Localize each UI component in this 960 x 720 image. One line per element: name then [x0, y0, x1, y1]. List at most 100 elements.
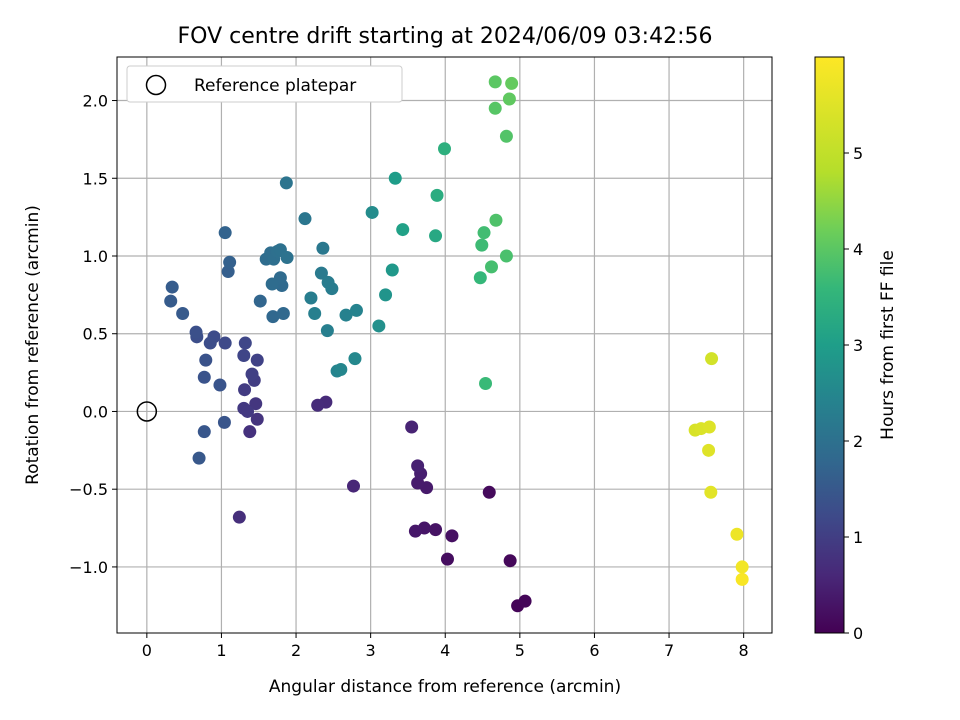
- y-axis-label: Rotation from reference (arcmin): [23, 205, 43, 485]
- data-point: [316, 241, 330, 255]
- plot-area-frame: [116, 56, 773, 634]
- data-point: [197, 425, 211, 439]
- data-point: [479, 376, 493, 390]
- data-point: [372, 319, 386, 333]
- data-point: [203, 336, 217, 350]
- data-point: [379, 288, 393, 302]
- data-point: [339, 308, 353, 322]
- data-point: [266, 310, 280, 324]
- data-point: [280, 251, 294, 265]
- data-point: [199, 353, 213, 367]
- data-point: [192, 451, 206, 465]
- colorbar-tick-label: 2: [853, 432, 863, 451]
- data-point: [518, 594, 532, 608]
- data-point: [238, 336, 252, 350]
- data-point: [505, 76, 519, 90]
- y-tick-label: 1.0: [83, 247, 108, 266]
- legend-reference-marker: [145, 74, 167, 96]
- data-point: [218, 226, 232, 240]
- colorbar: 0 1 2 3 4 5 Hours from first FF file: [814, 56, 898, 643]
- data-point: [503, 554, 517, 568]
- colorbar-tick-label: 1: [853, 528, 863, 547]
- data-point: [705, 352, 719, 366]
- chart-title: FOV centre drift starting at 2024/06/09 …: [178, 24, 713, 49]
- data-point: [735, 572, 749, 586]
- data-point: [484, 260, 498, 274]
- legend-box: [126, 65, 403, 103]
- data-point: [445, 529, 459, 543]
- data-point: [308, 307, 322, 321]
- y-tick-label: 0.0: [83, 402, 108, 421]
- data-point: [298, 212, 312, 226]
- data-points: [164, 75, 749, 613]
- data-point: [348, 352, 362, 366]
- data-point: [429, 523, 443, 537]
- data-point: [311, 398, 325, 412]
- data-point: [265, 277, 279, 291]
- y-tick-label: −0.5: [69, 480, 108, 499]
- data-point: [385, 263, 399, 277]
- data-point: [405, 420, 419, 434]
- data-point: [499, 129, 513, 143]
- data-point: [502, 92, 516, 106]
- data-point: [241, 404, 255, 418]
- data-point: [250, 412, 264, 426]
- data-point: [314, 266, 328, 280]
- data-point: [396, 223, 410, 237]
- legend: Reference platepar: [126, 65, 403, 103]
- x-tick-label: 3: [366, 641, 376, 660]
- data-point: [430, 188, 444, 202]
- colorbar-gradient: [814, 56, 845, 634]
- x-axis-ticks: 0 1 2 3 4 5 6 7 8: [142, 633, 749, 660]
- data-point: [702, 420, 716, 434]
- reference-platepar-marker: [136, 401, 158, 422]
- data-point: [238, 383, 252, 397]
- data-point: [429, 229, 443, 243]
- data-point: [440, 552, 454, 566]
- data-point: [189, 325, 203, 339]
- data-point: [243, 425, 257, 439]
- data-point: [325, 282, 339, 296]
- data-point: [279, 176, 293, 190]
- data-point: [164, 294, 178, 308]
- data-point: [482, 485, 496, 499]
- data-point: [176, 307, 190, 321]
- data-point: [388, 171, 402, 185]
- data-point: [276, 307, 290, 321]
- x-tick-label: 5: [515, 641, 525, 660]
- y-tick-label: 2.0: [83, 92, 108, 111]
- data-point: [488, 101, 502, 115]
- data-point: [438, 142, 451, 156]
- data-point: [489, 213, 503, 227]
- data-point: [253, 294, 267, 308]
- y-tick-label: 0.5: [83, 325, 108, 344]
- data-point: [735, 560, 749, 574]
- x-tick-label: 4: [440, 641, 450, 660]
- colorbar-label: Hours from first FF file: [878, 250, 898, 440]
- data-point: [165, 280, 179, 294]
- data-point: [730, 527, 744, 541]
- colorbar-ticks: 0 1 2 3 4 5: [844, 144, 863, 643]
- data-point: [702, 443, 716, 457]
- data-point: [349, 303, 363, 317]
- data-point: [249, 397, 263, 411]
- data-point: [217, 415, 231, 429]
- data-point: [704, 485, 718, 499]
- data-point: [197, 370, 211, 384]
- legend-entry-reference-platepar: Reference platepar: [194, 76, 356, 96]
- x-tick-label: 0: [142, 641, 152, 660]
- data-point: [213, 378, 227, 392]
- data-point: [245, 367, 259, 381]
- grid: [117, 57, 772, 633]
- data-point: [320, 324, 334, 338]
- data-point: [499, 249, 513, 263]
- data-point: [411, 459, 425, 473]
- data-point: [223, 255, 237, 269]
- colorbar-tick-label: 4: [853, 240, 863, 259]
- data-point: [232, 510, 246, 524]
- data-point: [304, 291, 318, 305]
- y-axis-ticks: −1.0 −0.5 0.0 0.5 1.0 1.5 2.0: [69, 92, 117, 577]
- colorbar-tick-label: 0: [853, 624, 863, 643]
- y-tick-label: 1.5: [83, 169, 108, 188]
